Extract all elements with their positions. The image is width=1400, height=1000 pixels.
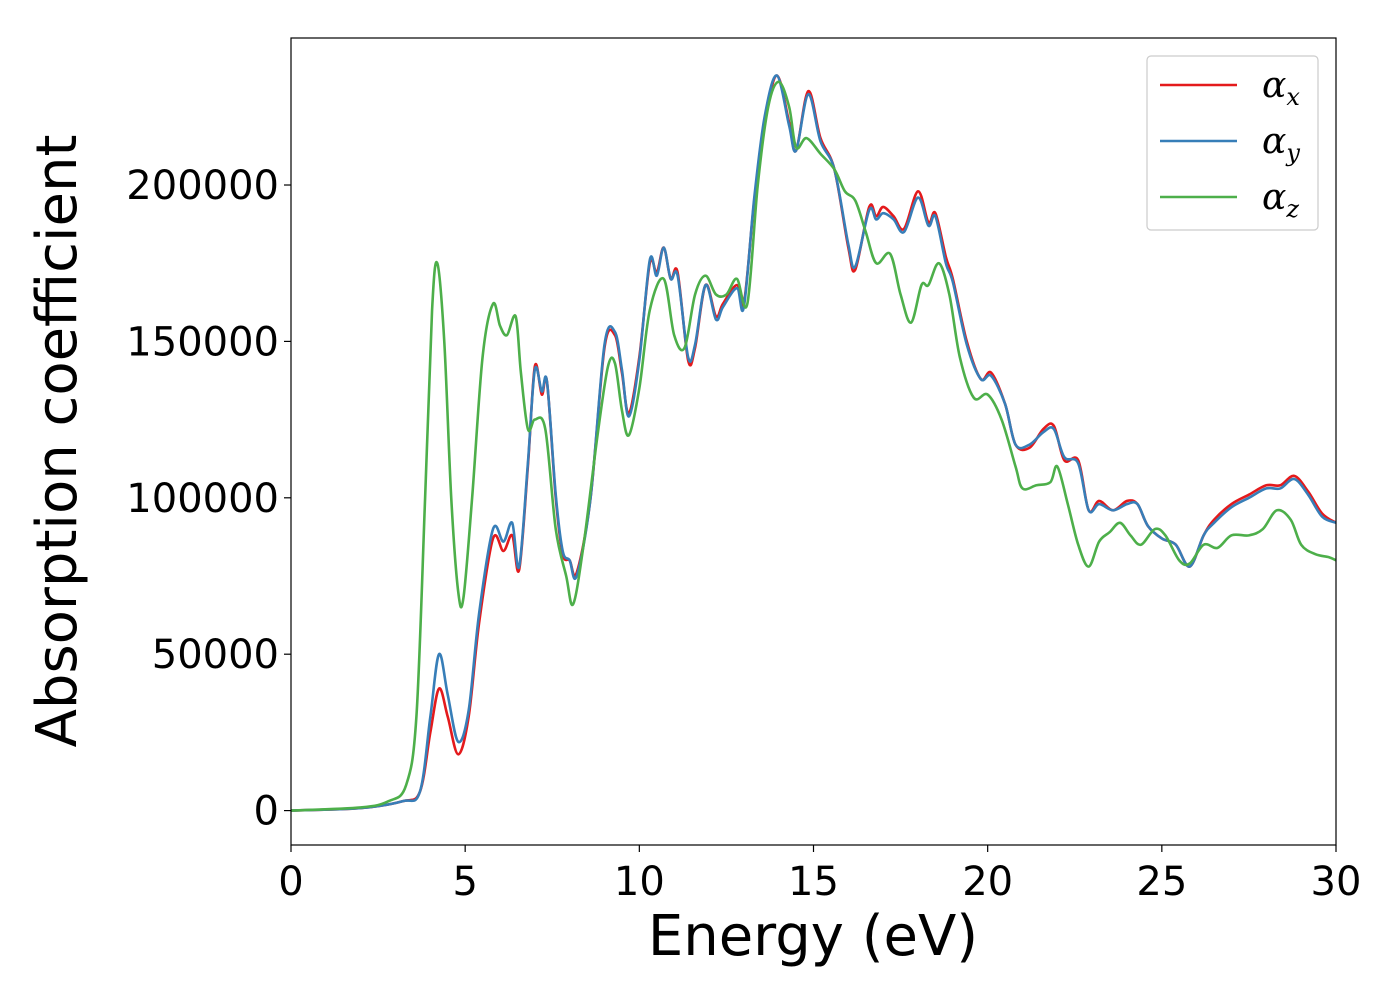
- x-tick-label: 15: [788, 859, 839, 905]
- y-tick-label: 0: [254, 789, 279, 835]
- legend-label-alpha-x: αx: [1262, 65, 1300, 111]
- x-axis-title: Energy (eV): [648, 904, 978, 969]
- x-tick-label: 10: [614, 859, 665, 905]
- y-axis: 0 50000 100000 150000 200000: [126, 163, 291, 835]
- series-line-alpha-y: [291, 74, 1336, 812]
- legend-label-alpha-z: αz: [1262, 177, 1299, 223]
- series-line-alpha-z: [291, 80, 1336, 812]
- y-tick-label: 50000: [152, 632, 279, 678]
- x-tick-label: 20: [962, 859, 1013, 905]
- x-tick-label: 25: [1136, 859, 1187, 905]
- x-axis: 0 5 10 15 20 25 30: [278, 845, 1361, 905]
- legend-box: [1146, 55, 1319, 231]
- y-tick-label: 150000: [126, 319, 279, 365]
- y-axis-title: Absorption coefficient: [25, 135, 90, 748]
- x-tick-label: 30: [1311, 859, 1362, 905]
- legend-label-alpha-y: αy: [1262, 121, 1300, 167]
- legend: αx αy αz: [1146, 55, 1319, 231]
- series-layer: [291, 74, 1336, 812]
- x-tick-label: 5: [452, 859, 477, 905]
- y-tick-label: 100000: [126, 476, 279, 522]
- y-tick-label: 200000: [126, 163, 279, 209]
- x-tick-label: 0: [278, 859, 303, 905]
